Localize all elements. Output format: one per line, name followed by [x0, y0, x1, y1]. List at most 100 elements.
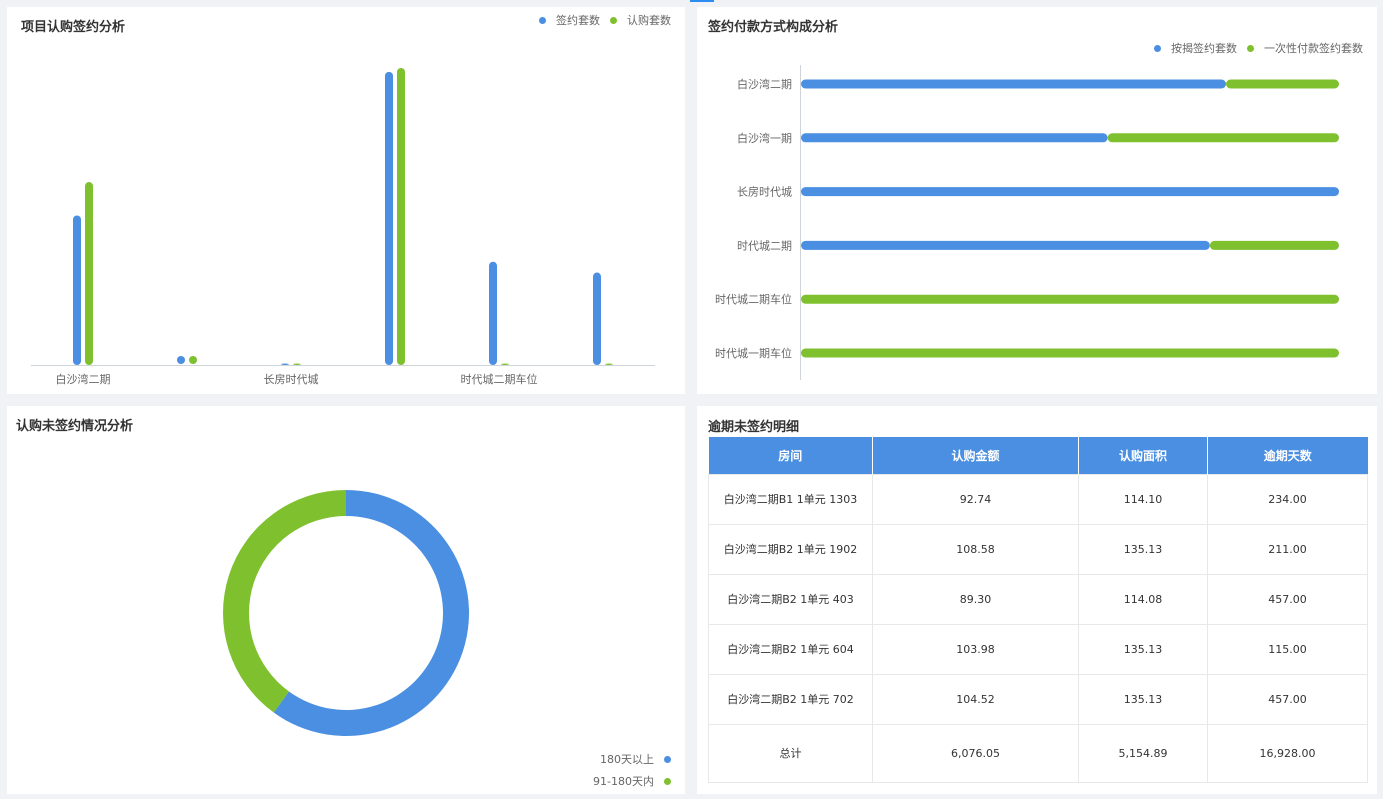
cell-overdue-days: 234.00	[1207, 473, 1368, 525]
bar-signed-1	[177, 356, 185, 364]
bar-chart-legend[interactable]: 签约套数 认购套数	[539, 12, 671, 28]
y-tick-label: 时代城二期	[737, 239, 792, 252]
hbar-lump-sum-1	[1107, 133, 1339, 143]
cell-room: 白沙湾二期B2 1单元 702	[708, 673, 873, 725]
hbar-lump-sum-3	[1209, 240, 1339, 250]
cell-amount: 103.98	[872, 623, 1079, 675]
cell-overdue-days: 457.00	[1207, 673, 1368, 725]
cell-overdue-days: 211.00	[1207, 523, 1368, 575]
total-label: 总计	[708, 723, 873, 783]
legend-item-subscribed[interactable]: 认购套数	[610, 12, 671, 28]
bar-signed-2	[281, 363, 289, 365]
hbar-mortgage-0	[801, 79, 1227, 89]
header-overdue-days[interactable]: 逾期天数	[1207, 437, 1368, 474]
bar-subscribed-0	[85, 182, 93, 365]
hbar-chart-legend[interactable]: 按揭签约套数 一次性付款签约套数	[1154, 40, 1363, 56]
donut-slice-over-180	[273, 490, 470, 736]
bar-subscribed-3	[397, 67, 405, 366]
bar-signed-4	[489, 261, 497, 365]
cell-area: 114.08	[1078, 573, 1208, 625]
table-header-row: 房间 认购金额 认购面积 逾期天数	[708, 437, 1368, 474]
table-total-row: 总计 6,076.05 5,154.89 16,928.00	[708, 723, 1368, 783]
hbar-mortgage-3	[801, 240, 1210, 250]
hbar-lump-sum-4	[801, 294, 1339, 304]
donut-legend-label-over-180: 180天以上	[600, 753, 654, 766]
cell-area: 135.13	[1078, 623, 1208, 675]
hbar-chart-title: 签约付款方式构成分析	[708, 20, 839, 35]
total-amount: 6,076.05	[872, 723, 1079, 783]
legend-label-signed: 签约套数	[556, 14, 600, 27]
donut-legend-dot-91-180	[664, 777, 671, 785]
table-row[interactable]: 白沙湾二期B2 1单元 604 103.98 135.13 115.00	[708, 623, 1368, 675]
legend-dot-subscribed	[610, 16, 617, 24]
header-room[interactable]: 房间	[708, 437, 873, 474]
legend-label-mortgage: 按揭签约套数	[1171, 42, 1237, 55]
cell-area: 114.10	[1078, 473, 1208, 525]
cell-room: 白沙湾二期B2 1单元 1902	[708, 523, 873, 575]
donut-chart-plot[interactable]	[7, 406, 685, 794]
cell-room: 白沙湾二期B1 1单元 1303	[708, 473, 873, 525]
cell-overdue-days: 115.00	[1207, 623, 1368, 675]
subscription-signing-panel: 项目认购签约分析 签约套数 认购套数 白沙湾二期 长房时代城 时代城二期车位	[7, 7, 685, 394]
bar-chart-plot[interactable]: 白沙湾二期 长房时代城 时代城二期车位	[7, 7, 685, 394]
table-row[interactable]: 白沙湾二期B2 1单元 403 89.30 114.08 457.00	[708, 573, 1368, 625]
x-tick-label: 长房时代城	[264, 373, 319, 386]
hbar-mortgage-1	[801, 133, 1108, 143]
legend-dot-mortgage	[1154, 44, 1161, 52]
legend-label-subscribed: 认购套数	[627, 14, 671, 27]
donut-legend-item-91-180[interactable]: 91-180天内	[593, 773, 671, 789]
table-row[interactable]: 白沙湾二期B2 1单元 702 104.52 135.13 457.00	[708, 673, 1368, 725]
donut-legend-dot-over-180	[664, 755, 671, 763]
bar-chart-title: 项目认购签约分析	[21, 20, 126, 35]
bar-signed-3	[385, 71, 393, 365]
top-tab-indicator	[690, 0, 714, 2]
y-tick-label: 白沙湾二期	[737, 77, 792, 91]
cell-room: 白沙湾二期B2 1单元 604	[708, 623, 873, 675]
cell-overdue-days: 457.00	[1207, 573, 1368, 625]
y-tick-label: 时代城一期车位	[715, 346, 792, 360]
header-amount[interactable]: 认购金额	[872, 437, 1079, 474]
bar-signed-0	[73, 215, 81, 365]
bar-subscribed-1	[189, 356, 197, 364]
header-area[interactable]: 认购面积	[1078, 437, 1208, 474]
cell-amount: 108.58	[872, 523, 1079, 575]
cell-amount: 104.52	[872, 673, 1079, 725]
hbar-mortgage-2	[801, 187, 1339, 197]
bar-subscribed-2	[293, 363, 301, 365]
legend-item-signed[interactable]: 签约套数	[539, 12, 600, 28]
y-tick-label: 时代城二期车位	[715, 292, 792, 306]
bar-subscribed-5	[605, 363, 613, 365]
donut-legend-label-91-180: 91-180天内	[593, 775, 654, 788]
x-tick-label: 时代城二期车位	[461, 372, 538, 386]
table-title: 逾期未签约明细	[708, 420, 800, 435]
donut-slice-91-180	[223, 490, 346, 713]
legend-item-lump-sum[interactable]: 一次性付款签约套数	[1247, 40, 1363, 56]
total-area: 5,154.89	[1078, 723, 1208, 783]
donut-legend-item-over-180[interactable]: 180天以上	[600, 751, 671, 767]
x-tick-label: 白沙湾二期	[56, 372, 111, 386]
cell-room: 白沙湾二期B2 1单元 403	[708, 573, 873, 625]
cell-area: 135.13	[1078, 523, 1208, 575]
hbar-lump-sum-5	[801, 348, 1339, 358]
donut-chart-title: 认购未签约情况分析	[16, 419, 134, 434]
y-tick-label: 长房时代城	[737, 186, 792, 199]
legend-item-mortgage[interactable]: 按揭签约套数	[1154, 40, 1237, 56]
cell-amount: 92.74	[872, 473, 1079, 525]
table-row[interactable]: 白沙湾二期B2 1单元 1902 108.58 135.13 211.00	[708, 523, 1368, 575]
legend-dot-lump-sum	[1247, 44, 1254, 52]
legend-label-lump-sum: 一次性付款签约套数	[1264, 42, 1363, 55]
bar-signed-5	[593, 272, 601, 365]
legend-dot-signed	[539, 16, 546, 24]
overdue-table: 房间 认购金额 认购面积 逾期天数 白沙湾二期B1 1单元 1303 92.74…	[708, 437, 1368, 783]
overdue-detail-panel: 逾期未签约明细 房间 认购金额 认购面积 逾期天数 白沙湾二期B1 1单元 13…	[697, 406, 1377, 794]
bar-subscribed-4	[501, 363, 509, 365]
y-tick-label: 白沙湾一期	[737, 131, 792, 145]
payment-method-panel: 签约付款方式构成分析 按揭签约套数 一次性付款签约套数 白沙湾二期白沙湾一期长房…	[697, 7, 1377, 394]
cell-amount: 89.30	[872, 573, 1079, 625]
hbar-lump-sum-0	[1226, 79, 1339, 89]
cell-area: 135.13	[1078, 673, 1208, 725]
table-row[interactable]: 白沙湾二期B1 1单元 1303 92.74 114.10 234.00	[708, 473, 1368, 525]
total-overdue-days: 16,928.00	[1207, 723, 1368, 783]
unsigned-analysis-panel: 认购未签约情况分析 180天以上 91-180天内	[7, 406, 685, 794]
